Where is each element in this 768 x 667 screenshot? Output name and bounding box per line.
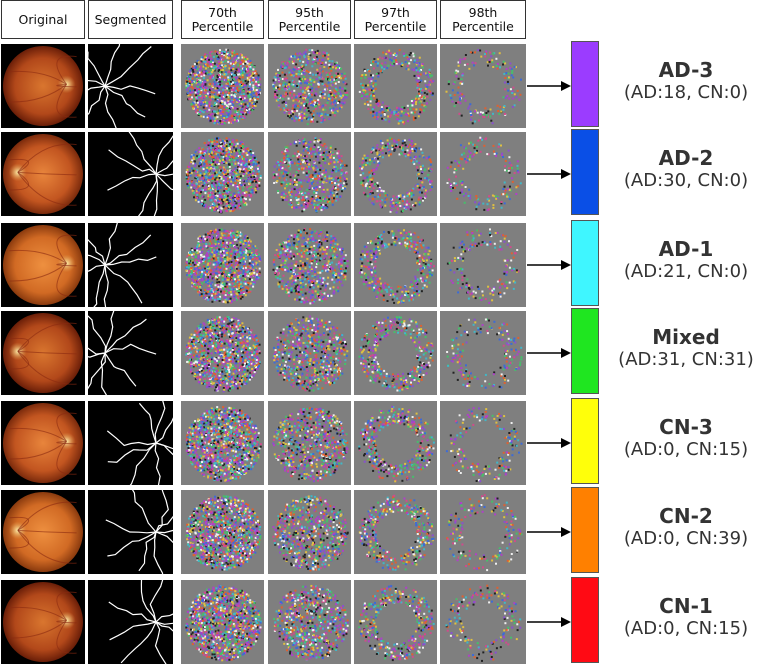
- percentile-95-map: [268, 401, 351, 485]
- percentile-97-map: [354, 580, 437, 664]
- class-counts: (AD:31, CN:31): [618, 349, 754, 370]
- original-image: [1, 580, 85, 664]
- column-header-4: 95th Percentile: [268, 0, 351, 39]
- segmented-image: [88, 223, 173, 307]
- class-color-swatch: [571, 220, 599, 306]
- column-header-label: 95th Percentile: [278, 4, 341, 34]
- class-label: Mixed (AD:31, CN:31): [604, 325, 768, 371]
- class-color-swatch: [571, 487, 599, 573]
- percentile-97-map: [354, 132, 437, 216]
- segmented-image: [88, 311, 173, 395]
- percentile-97-map: [354, 223, 437, 307]
- percentile-98-map: [440, 490, 526, 574]
- percentile-98-map: [440, 223, 526, 307]
- class-color-swatch: [571, 129, 599, 215]
- class-name: CN-2: [659, 504, 713, 528]
- percentile-70-map: [181, 311, 264, 395]
- percentile-98-map: [440, 132, 526, 216]
- column-header-label: 97th Percentile: [364, 4, 427, 34]
- class-label: AD-3 (AD:18, CN:0): [604, 58, 768, 104]
- class-counts: (AD:21, CN:0): [623, 261, 749, 282]
- class-name: AD-2: [658, 146, 714, 170]
- percentile-70-map: [181, 490, 264, 574]
- class-counts: (AD:0, CN:15): [623, 618, 749, 639]
- column-header-label: Original: [18, 11, 68, 27]
- class-color-swatch: [571, 577, 599, 663]
- original-image: [1, 311, 85, 395]
- class-counts: (AD:0, CN:39): [623, 528, 749, 549]
- column-header-1: Original: [1, 0, 85, 39]
- segmented-image: [88, 44, 173, 128]
- percentile-95-map: [268, 490, 351, 574]
- segmented-image: [88, 490, 173, 574]
- percentile-95-map: [268, 132, 351, 216]
- column-header-5: 97th Percentile: [354, 0, 437, 39]
- class-name: AD-3: [658, 58, 714, 82]
- class-color-swatch: [571, 398, 599, 484]
- percentile-70-map: [181, 401, 264, 485]
- class-label: CN-2 (AD:0, CN:39): [604, 504, 768, 550]
- percentile-95-map: [268, 44, 351, 128]
- original-image: [1, 132, 85, 216]
- original-image: [1, 44, 85, 128]
- column-header-label: Segmented: [94, 11, 167, 27]
- original-image: [1, 223, 85, 307]
- class-label: CN-3 (AD:0, CN:15): [604, 415, 768, 461]
- percentile-70-map: [181, 44, 264, 128]
- class-label: AD-2 (AD:30, CN:0): [604, 146, 768, 192]
- percentile-95-map: [268, 223, 351, 307]
- column-header-2: Segmented: [88, 0, 173, 39]
- class-counts: (AD:18, CN:0): [623, 82, 749, 103]
- class-name: Mixed: [652, 325, 720, 349]
- original-image: [1, 490, 85, 574]
- class-counts: (AD:30, CN:0): [623, 170, 749, 191]
- percentile-70-map: [181, 223, 264, 307]
- percentile-95-map: [268, 311, 351, 395]
- column-header-3: 70th Percentile: [181, 0, 264, 39]
- percentile-97-map: [354, 44, 437, 128]
- segmented-image: [88, 580, 173, 664]
- percentile-95-map: [268, 580, 351, 664]
- class-name: AD-1: [658, 237, 714, 261]
- class-label: AD-1 (AD:21, CN:0): [604, 237, 768, 283]
- percentile-70-map: [181, 132, 264, 216]
- class-color-swatch: [571, 41, 599, 127]
- percentile-97-map: [354, 401, 437, 485]
- percentile-97-map: [354, 490, 437, 574]
- original-image: [1, 401, 85, 485]
- column-header-label: 70th Percentile: [191, 4, 254, 34]
- class-name: CN-1: [659, 594, 713, 618]
- class-counts: (AD:0, CN:15): [623, 439, 749, 460]
- percentile-98-map: [440, 580, 526, 664]
- percentile-98-map: [440, 401, 526, 485]
- class-color-swatch: [571, 308, 599, 394]
- segmented-image: [88, 132, 173, 216]
- segmented-image: [88, 401, 173, 485]
- column-header-label: 98th Percentile: [452, 4, 514, 34]
- column-header-6: 98th Percentile: [440, 0, 526, 39]
- percentile-98-map: [440, 44, 526, 128]
- percentile-97-map: [354, 311, 437, 395]
- class-name: CN-3: [659, 415, 713, 439]
- percentile-98-map: [440, 311, 526, 395]
- percentile-70-map: [181, 580, 264, 664]
- class-label: CN-1 (AD:0, CN:15): [604, 594, 768, 640]
